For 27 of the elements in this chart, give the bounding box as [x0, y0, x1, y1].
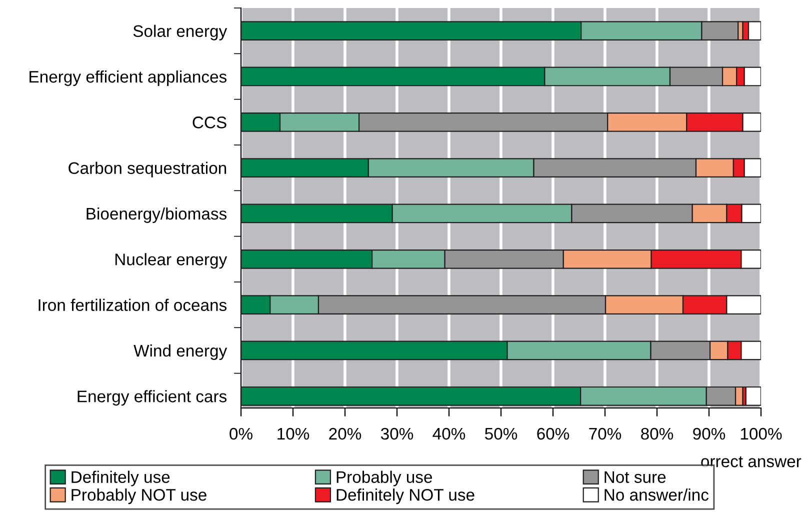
x-tick-label: 20%: [329, 428, 362, 440]
y-tick-label: Nuclear energy: [115, 253, 228, 269]
x-tick-label: 50%: [484, 428, 518, 440]
y-tick-label: Energy efficient appliances: [30, 70, 227, 86]
y-tick-label: Wind energy: [134, 344, 228, 360]
x-tick-label: 100%: [740, 428, 782, 440]
legend-label: No answer/inc: [604, 488, 709, 501]
y-tick-label: CCS: [192, 116, 226, 128]
y-tick-label: Solar energy: [133, 24, 228, 40]
x-tick-label: 10%: [278, 428, 310, 440]
x-tick-label: 80%: [641, 428, 674, 440]
legend-label: Definitely NOT use: [336, 488, 474, 504]
legend-label: Probably NOT use: [72, 488, 206, 504]
x-tick-label: 30%: [380, 428, 414, 440]
text: orrect answer: [701, 456, 802, 468]
y-tick-label: Energy efficient cars: [78, 390, 227, 406]
y-tick-label: Carbon sequestration: [68, 162, 226, 178]
x-tick-label: 60%: [537, 428, 570, 440]
x-tick-label: 0%: [230, 428, 252, 440]
legend-label: Definitely use: [72, 470, 170, 486]
x-tick-label: 70%: [589, 428, 622, 440]
legend-label: Not sure: [604, 471, 666, 483]
x-tick-label: 90%: [693, 428, 726, 440]
y-tick-label: Bioenergy/biomass: [86, 207, 227, 223]
legend-label: Probably use: [336, 470, 432, 486]
x-tick-label: 40%: [432, 428, 466, 440]
y-tick-label: Iron fertilization of oceans: [38, 298, 227, 312]
